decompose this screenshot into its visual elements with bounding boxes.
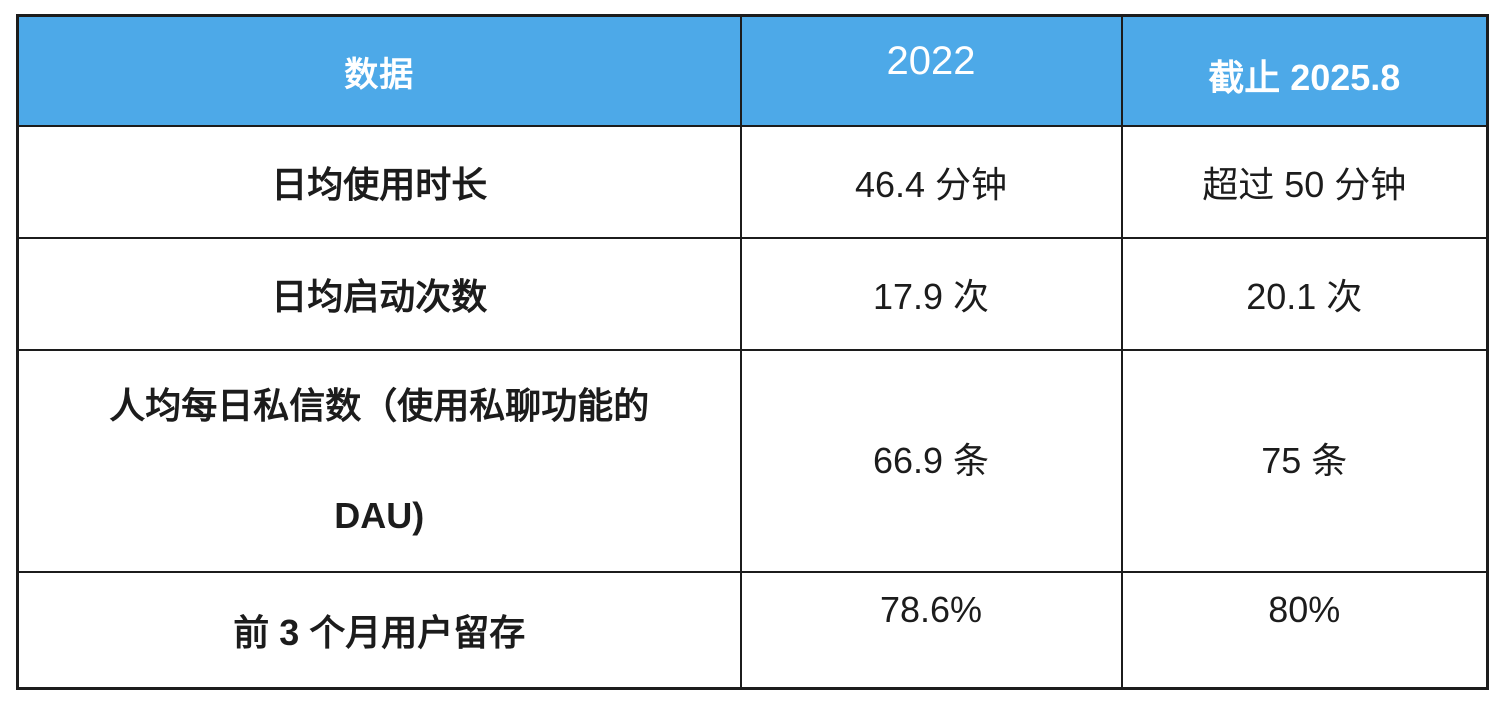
header-cell-metric: 数据 bbox=[16, 14, 742, 127]
value-2022-cell: 66.9 条 bbox=[739, 349, 1123, 573]
value-2022-cell: 78.6% bbox=[739, 571, 1123, 690]
metrics-table-container: 数据 2022 截止 2025.8 日均使用时长 46.4 分钟 超过 50 分… bbox=[16, 14, 1489, 690]
value-2022-cell: 17.9 次 bbox=[739, 237, 1123, 351]
header-cell-2025: 截止 2025.8 bbox=[1120, 14, 1489, 127]
header-2022-label: 2022 bbox=[886, 38, 976, 83]
value-2025-cell: 超过 50 分钟 bbox=[1120, 125, 1489, 239]
metric-label-cell: 前 3 个月用户留存 bbox=[16, 571, 742, 690]
metric-label-cell: 日均使用时长 bbox=[16, 125, 742, 239]
table-row-daily-usage: 日均使用时长 46.4 分钟 超过 50 分钟 bbox=[16, 125, 1489, 239]
value-2025-cell: 75 条 bbox=[1120, 349, 1489, 573]
metric-label-cell: 人均每日私信数（使用私聊功能的 DAU) bbox=[16, 349, 742, 573]
header-2025-label: 截止 2025.8 bbox=[1208, 57, 1401, 98]
table-row-daily-dms: 人均每日私信数（使用私聊功能的 DAU) 66.9 条 75 条 bbox=[16, 349, 1489, 573]
table-row-daily-launches: 日均启动次数 17.9 次 20.1 次 bbox=[16, 237, 1489, 351]
value-2025-cell: 80% bbox=[1120, 571, 1489, 690]
table-row-retention: 前 3 个月用户留存 78.6% 80% bbox=[16, 571, 1489, 690]
metrics-table: 数据 2022 截止 2025.8 日均使用时长 46.4 分钟 超过 50 分… bbox=[16, 14, 1489, 690]
header-row: 数据 2022 截止 2025.8 bbox=[16, 14, 1489, 127]
header-cell-2022: 2022 bbox=[739, 14, 1123, 127]
value-2025-cell: 20.1 次 bbox=[1120, 237, 1489, 351]
header-metric-label: 数据 bbox=[344, 55, 415, 94]
metric-label-cell: 日均启动次数 bbox=[16, 237, 742, 351]
value-2022-cell: 46.4 分钟 bbox=[739, 125, 1123, 239]
